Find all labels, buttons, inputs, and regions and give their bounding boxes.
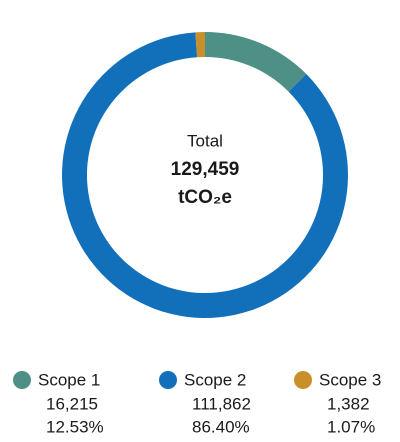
legend-percent: 86.40%: [192, 417, 250, 436]
donut-slice: [205, 32, 307, 92]
legend-percent: 12.53%: [46, 417, 104, 436]
donut: [61, 32, 349, 318]
legend-label: Scope 2: [184, 370, 246, 389]
center-label: Total: [187, 131, 223, 150]
legend-value: 16,215: [46, 394, 98, 413]
donut-slice: [195, 32, 205, 58]
legend-marker: [294, 371, 312, 389]
legend-value: 111,862: [192, 394, 251, 413]
inner-ring: [87, 57, 323, 293]
legend-label: Scope 3: [319, 370, 381, 389]
center-total: 129,459: [171, 159, 240, 180]
legend-percent: 1.07%: [327, 417, 375, 436]
center-unit: tCO₂e: [178, 187, 232, 208]
legend-label: Scope 1: [38, 370, 100, 389]
legend-value: 1,382: [327, 394, 370, 413]
legend-marker: [159, 371, 177, 389]
legend-marker: [13, 371, 31, 389]
